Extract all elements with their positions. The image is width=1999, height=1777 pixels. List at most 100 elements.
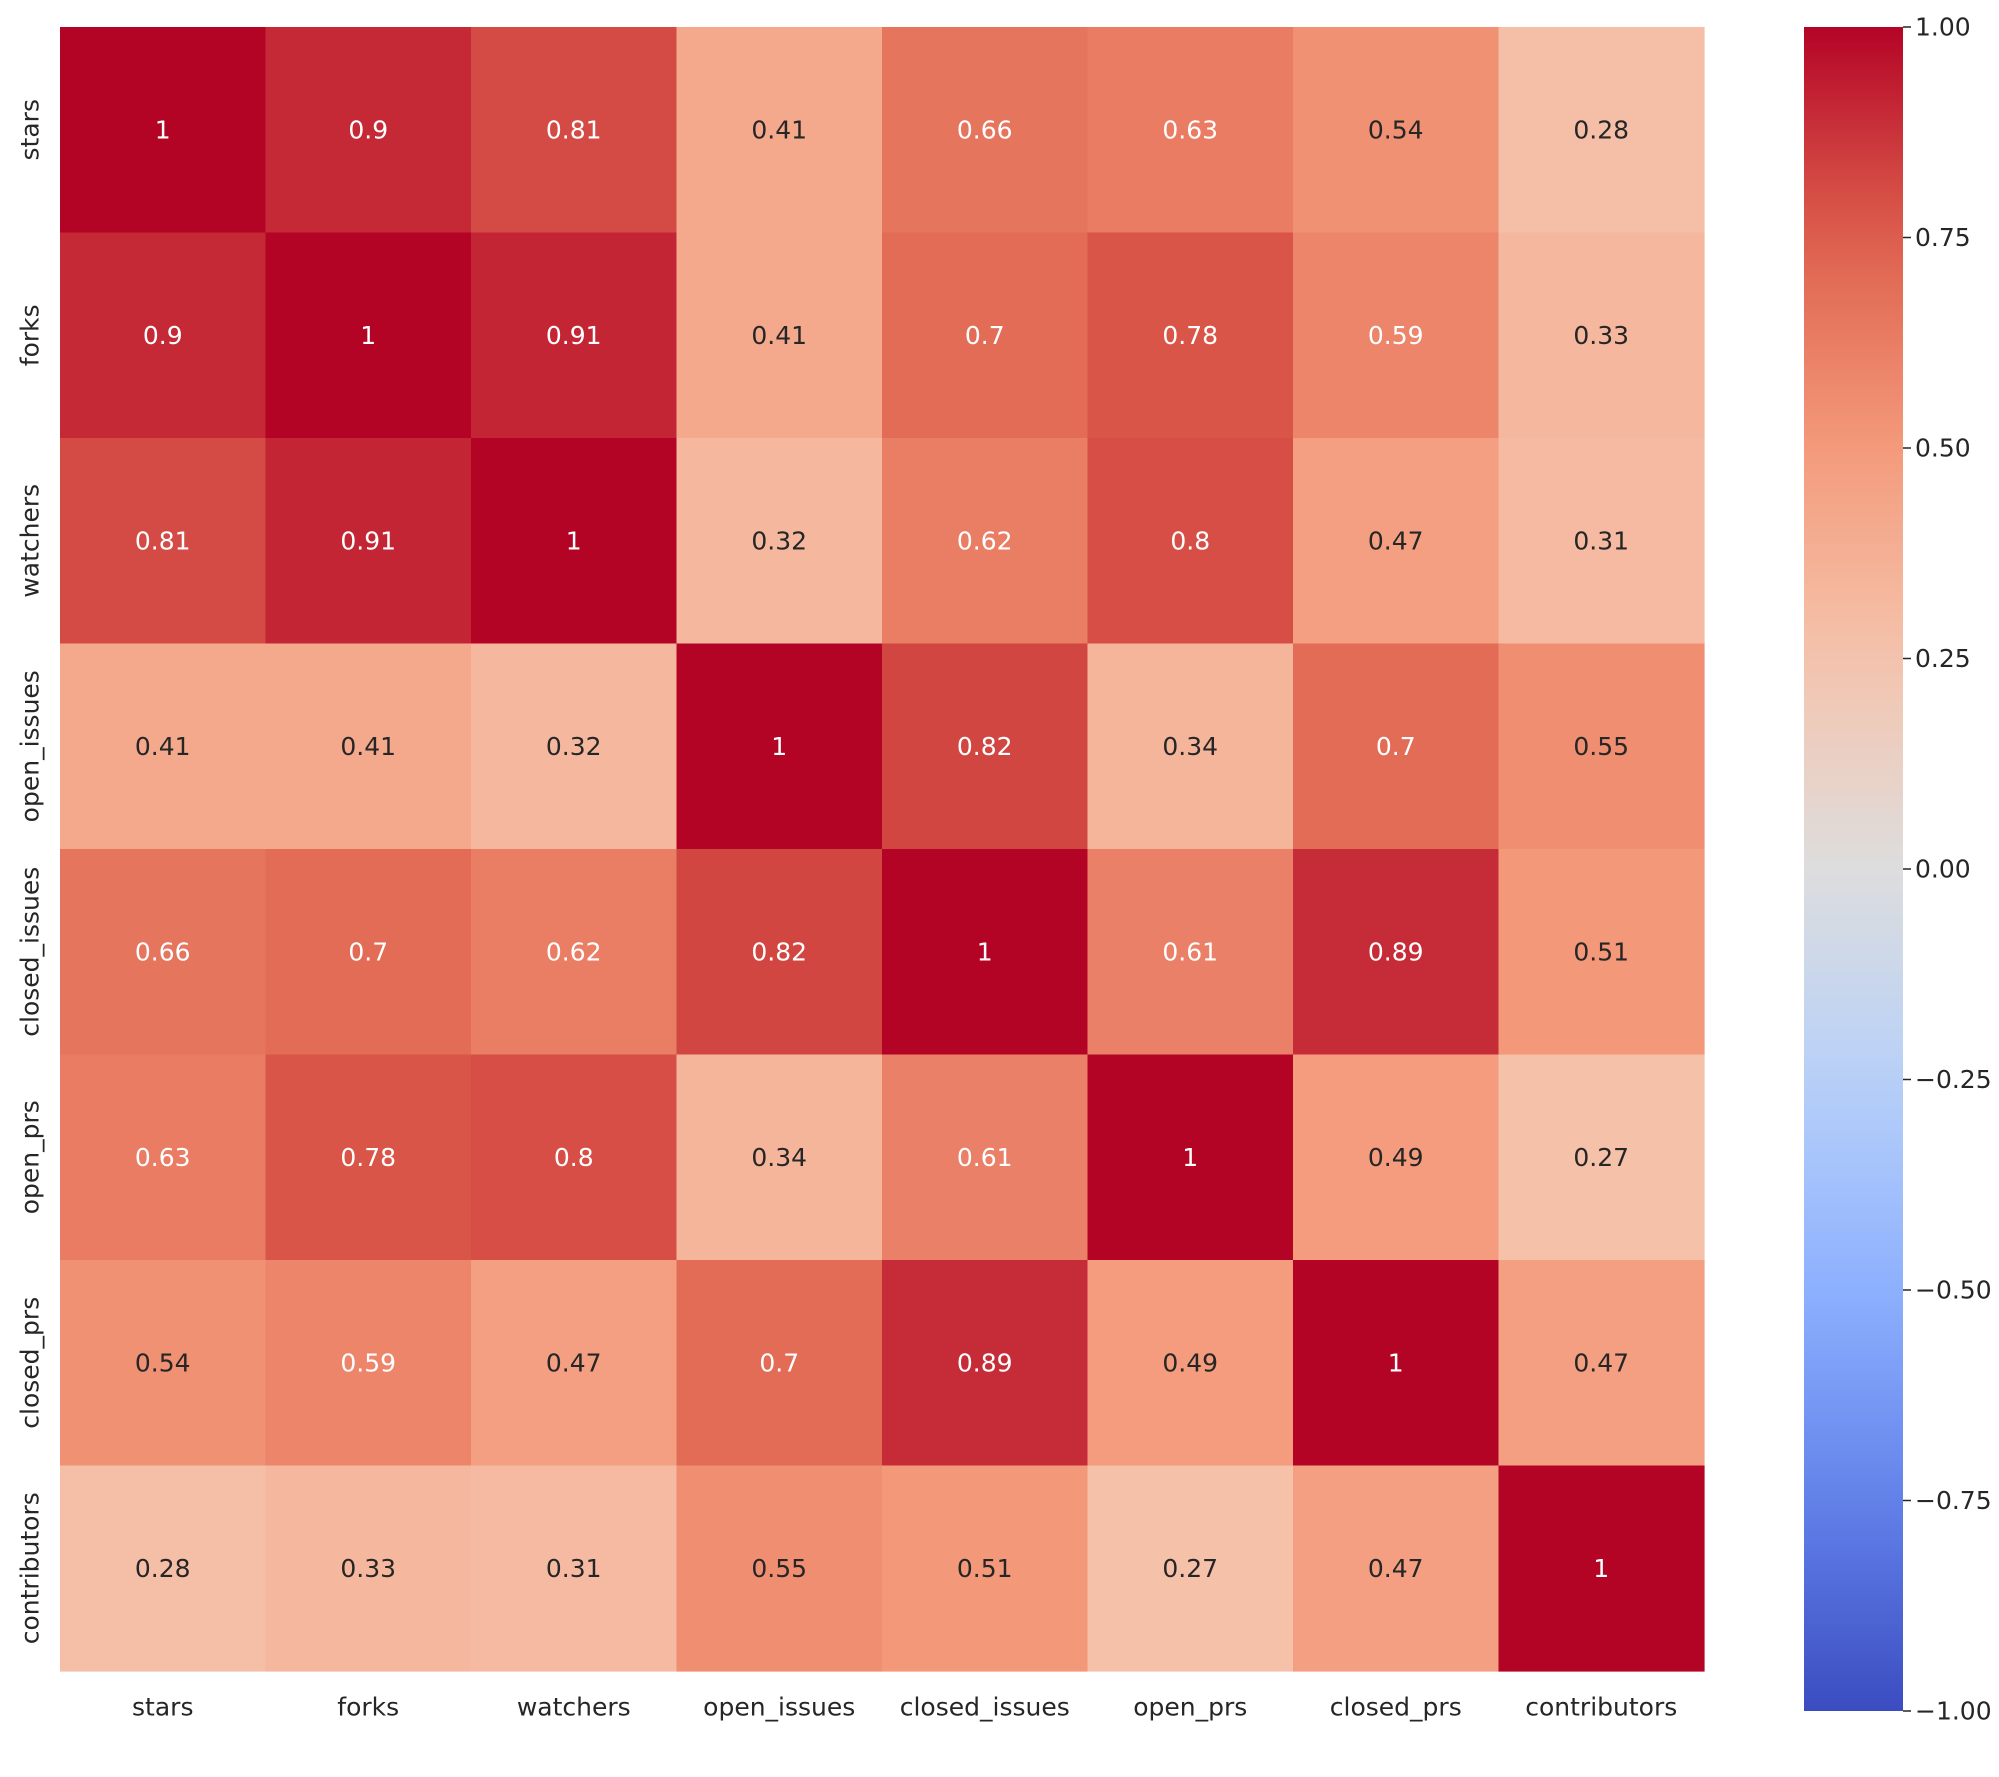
- heatmap-cell-contributors-stars: [60, 1465, 267, 1672]
- heatmap-cell-closed_prs-closed_prs: [1293, 1260, 1500, 1467]
- cell-value-label: 0.27: [1573, 1143, 1629, 1172]
- cell-value-label: 0.47: [1368, 526, 1424, 555]
- colorbar-tick-label: 0.50: [1915, 434, 1971, 463]
- cell-value-label: 0.81: [135, 526, 191, 555]
- heatmap-cell-watchers-contributors: [1498, 438, 1705, 645]
- cell-value-label: 0.33: [340, 1554, 396, 1583]
- cell-value-label: 0.59: [340, 1348, 396, 1377]
- heatmap-cell-open_prs-open_issues: [676, 1054, 883, 1261]
- y-tick-label-stars: stars: [16, 99, 45, 160]
- heatmap-cell-watchers-forks: [265, 438, 472, 645]
- cell-value-label: 1: [1182, 1143, 1198, 1172]
- cell-value-label: 0.33: [1573, 321, 1629, 350]
- heatmap-cell-watchers-watchers: [471, 438, 678, 645]
- cell-value-label: 0.7: [348, 937, 388, 966]
- y-axis: stars forks watchers open_issues closed_issu…: [16, 99, 45, 1644]
- y-tick-label-closed_issues: closed_issues: [16, 867, 45, 1037]
- heatmap-cell-closed_issues-contributors: [1498, 849, 1705, 1056]
- cell-value-label: 1: [566, 526, 582, 555]
- x-tick-label-closed_issues: closed_issues: [900, 1693, 1070, 1722]
- heatmap-cell-forks-forks: [265, 232, 472, 439]
- colorbar-tick-label: 1.00: [1915, 13, 1971, 42]
- x-tick-label-open_prs: open_prs: [1133, 1693, 1247, 1722]
- cell-value-label: 0.47: [1573, 1348, 1629, 1377]
- cell-value-label: 0.49: [1162, 1348, 1218, 1377]
- heatmap-cells: 1 0.9 0.81 0.41 0.66 0.63 0.54 0.280.9 1 0.91 0.41…: [60, 27, 1705, 1672]
- cell-value-label: 0.8: [1170, 526, 1210, 555]
- cell-value-label: 0.62: [957, 526, 1013, 555]
- cell-value-label: 0.41: [135, 732, 191, 761]
- heatmap-cell-open_issues-closed_prs: [1293, 643, 1500, 850]
- heatmap-cell-open_issues-forks: [265, 643, 472, 850]
- heatmap-cell-open_prs-stars: [60, 1054, 267, 1261]
- colorbar-tick-label: 0.25: [1915, 644, 1971, 673]
- cell-value-label: 0.89: [1368, 937, 1424, 966]
- y-tick-label-contributors: contributors: [16, 1492, 45, 1644]
- heatmap-cell-watchers-open_issues: [676, 438, 883, 645]
- heatmap-cell-closed_prs-stars: [60, 1260, 267, 1467]
- heatmap-cell-stars-closed_issues: [882, 27, 1089, 234]
- x-tick-label-stars: stars: [132, 1693, 193, 1722]
- heatmap-cell-closed_prs-forks: [265, 1260, 472, 1467]
- colorbar-tick-label: −0.75: [1915, 1486, 1992, 1515]
- cell-value-label: 0.66: [135, 937, 191, 966]
- cell-value-label: 0.66: [957, 115, 1013, 144]
- heatmap-cell-contributors-contributors: [1498, 1465, 1705, 1672]
- cell-value-label: 0.31: [1573, 526, 1629, 555]
- colorbar-tick-label: −0.25: [1915, 1065, 1992, 1094]
- cell-value-label: 0.41: [340, 732, 396, 761]
- cell-value-label: 0.27: [1162, 1554, 1218, 1583]
- heatmap-cell-contributors-open_issues: [676, 1465, 883, 1672]
- y-tick-label-open_prs: open_prs: [16, 1100, 45, 1214]
- heatmap-cell-closed_prs-closed_issues: [882, 1260, 1089, 1467]
- heatmap-cell-contributors-open_prs: [1087, 1465, 1294, 1672]
- cell-value-label: 0.63: [1162, 115, 1218, 144]
- cell-value-label: 0.41: [751, 321, 807, 350]
- colorbar-tick-label: 0.75: [1915, 223, 1971, 252]
- heatmap-cell-open_prs-watchers: [471, 1054, 678, 1261]
- cell-value-label: 0.51: [1573, 937, 1629, 966]
- heatmap-cell-watchers-stars: [60, 438, 267, 645]
- heatmap-cell-open_prs-closed_issues: [882, 1054, 1089, 1261]
- heatmap-cell-closed_prs-watchers: [471, 1260, 678, 1467]
- heatmap-cell-open_issues-contributors: [1498, 643, 1705, 850]
- cell-value-label: 0.9: [143, 321, 183, 350]
- cell-value-label: 1: [1593, 1554, 1609, 1583]
- cell-value-label: 0.7: [965, 321, 1005, 350]
- heatmap-cell-closed_issues-closed_prs: [1293, 849, 1500, 1056]
- heatmap-cell-stars-open_issues: [676, 27, 883, 234]
- colorbar: 1.00 0.75 0.50 0.25 0.00 −0.25 −0.50 −0.75 −1.00: [1804, 13, 1992, 1726]
- cell-value-label: 1: [1388, 1348, 1404, 1377]
- cell-value-label: 0.63: [135, 1143, 191, 1172]
- heatmap-cell-stars-stars: [60, 27, 267, 234]
- cell-value-label: 1: [771, 732, 787, 761]
- heatmap-cell-open_issues-closed_issues: [882, 643, 1089, 850]
- cell-value-label: 0.59: [1368, 321, 1424, 350]
- y-tick-label-open_issues: open_issues: [16, 670, 45, 822]
- cell-value-label: 0.89: [957, 1348, 1013, 1377]
- heatmap-cell-closed_prs-contributors: [1498, 1260, 1705, 1467]
- heatmap-cell-stars-contributors: [1498, 27, 1705, 234]
- cell-value-label: 0.32: [751, 526, 807, 555]
- heatmap-cell-forks-open_issues: [676, 232, 883, 439]
- cell-value-label: 0.61: [957, 1143, 1013, 1172]
- heatmap-cell-closed_issues-open_prs: [1087, 849, 1294, 1056]
- cell-value-label: 0.91: [340, 526, 396, 555]
- x-tick-label-watchers: watchers: [517, 1693, 631, 1722]
- cell-value-label: 0.47: [1368, 1554, 1424, 1583]
- x-axis: stars forks watchers open_issues closed_issu…: [132, 1693, 1677, 1722]
- cell-value-label: 0.28: [135, 1554, 191, 1583]
- cell-value-label: 1: [977, 937, 993, 966]
- cell-value-label: 0.55: [751, 1554, 807, 1583]
- cell-value-label: 0.32: [546, 732, 602, 761]
- heatmap-cell-stars-closed_prs: [1293, 27, 1500, 234]
- heatmap-cell-forks-stars: [60, 232, 267, 439]
- y-tick-label-closed_prs: closed_prs: [16, 1297, 45, 1429]
- y-tick-label-forks: forks: [16, 304, 45, 366]
- heatmap-cell-stars-open_prs: [1087, 27, 1294, 234]
- cell-value-label: 0.7: [759, 1348, 799, 1377]
- heatmap-cell-stars-watchers: [471, 27, 678, 234]
- heatmap-cell-closed_issues-closed_issues: [882, 849, 1089, 1056]
